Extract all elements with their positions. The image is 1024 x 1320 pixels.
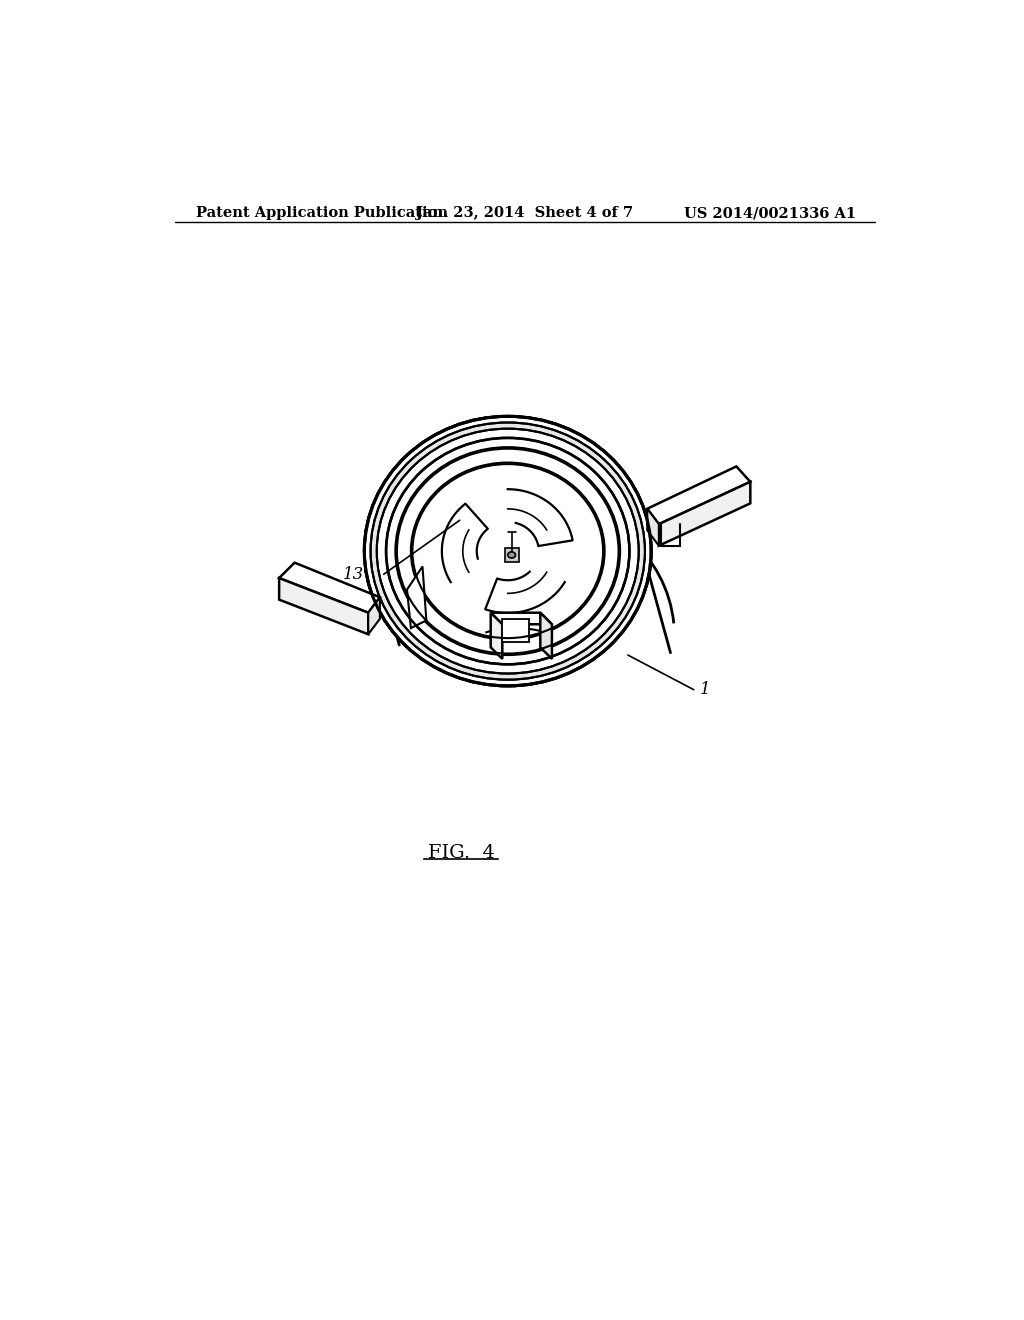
Ellipse shape	[365, 416, 651, 686]
Ellipse shape	[371, 422, 645, 680]
Polygon shape	[647, 508, 658, 545]
Text: 13: 13	[343, 566, 365, 582]
Text: 1: 1	[700, 681, 711, 698]
Ellipse shape	[377, 429, 639, 673]
Polygon shape	[647, 466, 751, 524]
Text: US 2014/0021336 A1: US 2014/0021336 A1	[684, 206, 856, 220]
Polygon shape	[280, 578, 369, 635]
Polygon shape	[407, 566, 426, 628]
Ellipse shape	[411, 462, 604, 640]
Polygon shape	[503, 619, 529, 642]
Ellipse shape	[386, 438, 630, 664]
Polygon shape	[541, 612, 552, 659]
Polygon shape	[505, 548, 518, 562]
Ellipse shape	[508, 552, 515, 558]
Polygon shape	[490, 612, 552, 624]
Polygon shape	[658, 482, 751, 545]
Text: FIG.  4: FIG. 4	[428, 843, 495, 862]
Polygon shape	[280, 562, 380, 612]
Polygon shape	[490, 612, 503, 659]
Text: Jan. 23, 2014  Sheet 4 of 7: Jan. 23, 2014 Sheet 4 of 7	[416, 206, 634, 220]
Ellipse shape	[365, 416, 651, 686]
Ellipse shape	[395, 447, 621, 655]
Text: Patent Application Publication: Patent Application Publication	[197, 206, 449, 220]
Polygon shape	[369, 597, 380, 635]
